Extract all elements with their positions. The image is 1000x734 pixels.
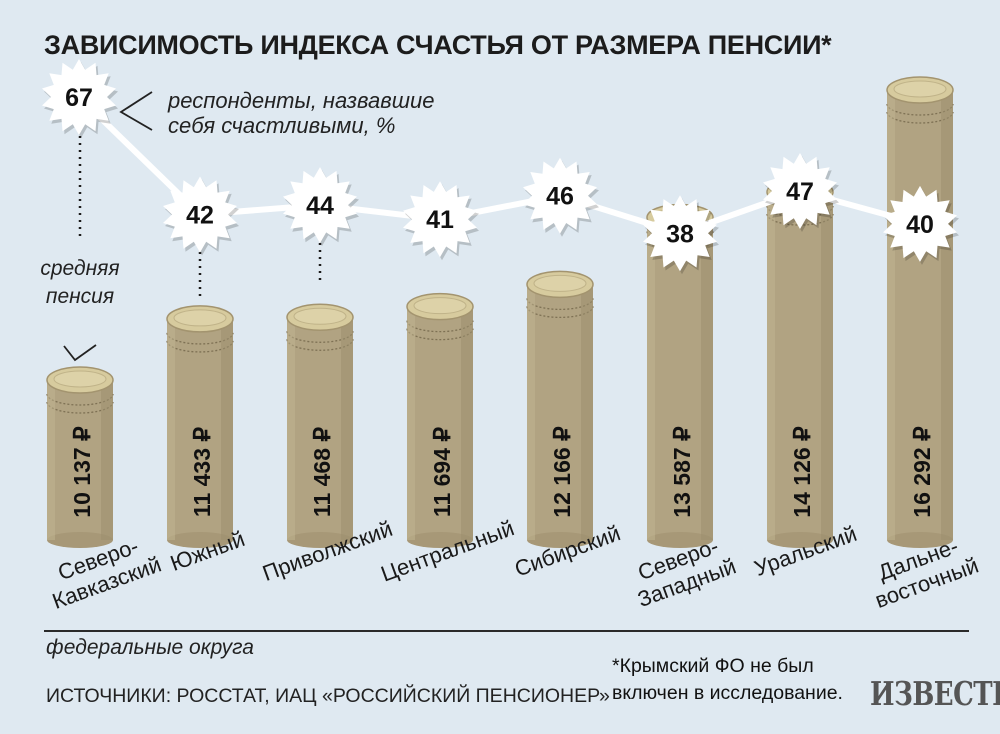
pension-legend-line1: средняя: [40, 257, 120, 280]
happiness-burst: [42, 59, 116, 135]
happiness-value: 67: [65, 84, 93, 112]
source-note: ИСТОЧНИКИ: РОССТАТ, ИАЦ «РОССИЙСКИЙ ПЕНС…: [46, 685, 610, 707]
happiness-legend-line1: респонденты, назвавшие: [168, 88, 435, 113]
pension-pointer: [63, 344, 97, 362]
happiness-burst: [403, 181, 477, 258]
divider-line: [44, 630, 969, 632]
happiness-burst: [643, 195, 717, 272]
category-label: Северо-Кавказский: [40, 528, 164, 614]
pension-label: 16 292 ₽: [909, 426, 935, 518]
happiness-value: 40: [906, 211, 934, 239]
pension-label: 11 694 ₽: [429, 427, 455, 517]
happiness-burst: [283, 167, 357, 244]
happiness-value: 47: [786, 178, 814, 206]
pension-label: 10 137 ₽: [69, 426, 95, 518]
happiness-value: 44: [306, 192, 334, 220]
pension-label: 14 126 ₽: [789, 426, 815, 518]
happiness-burst: [763, 153, 837, 229]
izvestia-logo: ИЗВЕСТИЯ: [870, 676, 1000, 714]
pension-legend-line2: пенсия: [45, 285, 115, 308]
pension-column: [166, 305, 234, 548]
footnote-line2: включен в исследование.: [612, 682, 843, 704]
pension-column: [526, 270, 594, 548]
happiness-burst: [163, 176, 237, 253]
axis-caption: федеральные округа: [46, 636, 254, 659]
pension-column: [286, 303, 354, 548]
pension-column: [406, 292, 474, 548]
happiness-legend-line2: себя счастливыми, %: [168, 113, 396, 138]
happiness-value: 42: [186, 202, 214, 230]
pension-column: [886, 76, 954, 548]
pension-label: 13 587 ₽: [669, 426, 695, 518]
pension-label: 11 468 ₽: [309, 427, 335, 517]
happiness-burst: [883, 185, 957, 262]
happiness-value: 38: [666, 220, 694, 248]
happiness-pointer: [119, 91, 153, 131]
pension-column: [766, 178, 834, 548]
pension-label: 11 433 ₽: [189, 427, 215, 517]
happiness-value: 41: [426, 206, 454, 234]
happiness-value: 46: [546, 183, 574, 211]
pension-label: 12 166 ₽: [549, 426, 575, 518]
happiness-burst: [523, 157, 597, 234]
pension-column: [46, 366, 114, 548]
footnote-line1: *Крымский ФО не был: [612, 655, 814, 677]
chart-title: ЗАВИСИМОСТЬ ИНДЕКСА СЧАСТЬЯ ОТ РАЗМЕРА П…: [44, 30, 832, 60]
